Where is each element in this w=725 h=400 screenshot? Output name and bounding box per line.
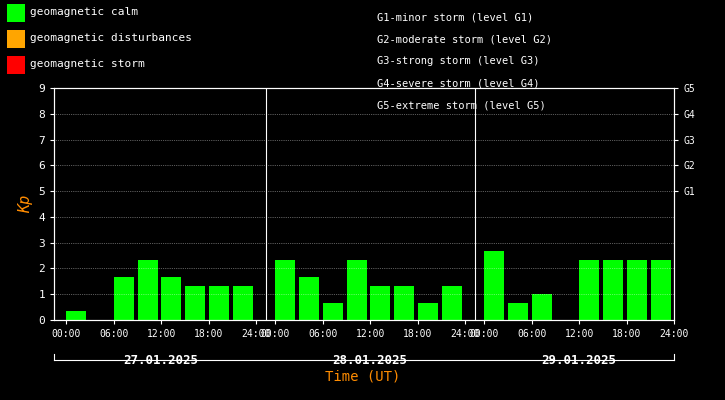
Bar (418, 303, 438, 320)
Bar (161, 277, 181, 320)
Bar (299, 277, 319, 320)
Bar (626, 260, 647, 320)
Bar (508, 303, 529, 320)
Bar (138, 260, 157, 320)
Text: G1-minor storm (level G1): G1-minor storm (level G1) (377, 12, 534, 22)
Text: G3-strong storm (level G3): G3-strong storm (level G3) (377, 56, 539, 66)
Text: G4-severe storm (level G4): G4-severe storm (level G4) (377, 78, 539, 88)
Text: G5-extreme storm (level G5): G5-extreme storm (level G5) (377, 100, 546, 110)
Text: 28.01.2025: 28.01.2025 (333, 354, 407, 367)
Y-axis label: Kp: Kp (18, 195, 33, 213)
Bar (650, 260, 671, 320)
Bar (323, 303, 343, 320)
Text: geomagnetic calm: geomagnetic calm (30, 7, 138, 17)
Bar (276, 260, 296, 320)
Text: 29.01.2025: 29.01.2025 (542, 354, 617, 367)
Bar (531, 294, 552, 320)
Bar (209, 286, 229, 320)
Bar (114, 277, 134, 320)
Bar (484, 251, 505, 320)
Bar (579, 260, 600, 320)
Bar (394, 286, 414, 320)
Bar (347, 260, 367, 320)
Bar (370, 286, 391, 320)
Text: geomagnetic storm: geomagnetic storm (30, 59, 145, 69)
Bar (603, 260, 624, 320)
Text: G2-moderate storm (level G2): G2-moderate storm (level G2) (377, 34, 552, 44)
Text: Time (UT): Time (UT) (325, 370, 400, 384)
Bar (233, 286, 253, 320)
Bar (442, 286, 462, 320)
Text: 27.01.2025: 27.01.2025 (124, 354, 199, 367)
Text: geomagnetic disturbances: geomagnetic disturbances (30, 33, 192, 43)
Bar (66, 312, 86, 320)
Bar (185, 286, 205, 320)
